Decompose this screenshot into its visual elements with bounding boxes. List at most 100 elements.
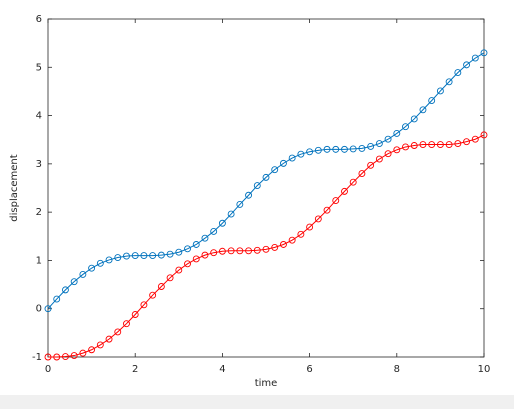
data-point (332, 197, 340, 205)
data-point (70, 352, 78, 360)
data-point (61, 286, 69, 294)
data-point (245, 247, 253, 255)
data-point (349, 145, 357, 153)
data-point (140, 252, 148, 260)
data-point (123, 252, 130, 260)
data-point (367, 143, 375, 150)
y-tick-label: -1 (32, 352, 42, 363)
data-point (131, 252, 139, 260)
data-point (471, 54, 479, 62)
x-tick-label: 0 (45, 364, 51, 375)
data-point (236, 247, 244, 255)
data-point (44, 353, 52, 361)
data-point (262, 173, 270, 181)
data-point (314, 215, 322, 223)
data-point (471, 135, 479, 143)
data-point (245, 191, 253, 199)
data-point (445, 78, 453, 86)
data-point (288, 236, 296, 244)
data-point (70, 278, 78, 286)
data-point (445, 141, 453, 148)
data-point (410, 115, 418, 123)
y-tick-label: 5 (36, 62, 42, 73)
data-point (279, 241, 287, 248)
data-point (44, 305, 52, 313)
data-point (105, 256, 113, 264)
data-point (201, 251, 209, 259)
data-point (480, 49, 488, 57)
y-tick-label: 6 (36, 14, 42, 25)
data-point (358, 144, 366, 152)
data-point (96, 341, 104, 349)
x-tick-label: 10 (478, 364, 491, 375)
data-point (157, 283, 165, 290)
y-tick-label: 1 (36, 255, 42, 266)
data-point (384, 150, 392, 158)
data-point (463, 138, 471, 146)
data-point (384, 135, 392, 143)
data-point (227, 210, 235, 218)
data-point (253, 182, 261, 190)
y-axis-label: displacement (9, 154, 20, 221)
status-strip (0, 395, 514, 409)
data-point (262, 245, 270, 253)
data-point (375, 155, 383, 163)
data-point (341, 145, 348, 153)
x-tick-label: 4 (219, 364, 225, 375)
data-point (271, 243, 279, 251)
data-point (271, 166, 279, 174)
data-point (175, 266, 183, 274)
data-point (428, 141, 436, 148)
data-point (114, 254, 122, 261)
data-point (306, 148, 314, 156)
data-point (149, 252, 157, 260)
data-point (53, 353, 61, 361)
data-point (297, 230, 305, 238)
y-tick-label: 0 (36, 304, 42, 315)
data-point (323, 145, 331, 153)
data-point (218, 247, 226, 255)
data-point (123, 320, 130, 328)
data-point (375, 140, 383, 148)
data-point (114, 328, 122, 336)
data-point (105, 335, 113, 343)
data-point (402, 143, 409, 151)
data-point (358, 170, 366, 177)
data-point (227, 247, 235, 255)
data-point (428, 97, 436, 105)
data-point (402, 123, 409, 131)
data-point (210, 249, 218, 257)
data-point (192, 255, 200, 263)
data-point (323, 206, 331, 214)
data-point (218, 219, 226, 227)
data-point (184, 260, 191, 268)
x-axis-label: time (255, 378, 278, 389)
data-point (79, 270, 87, 278)
data-point (367, 161, 375, 169)
y-tick-label: 2 (36, 207, 42, 218)
data-point (436, 87, 444, 95)
data-point (454, 69, 462, 77)
data-point (157, 251, 165, 259)
data-point (253, 246, 261, 254)
data-point (341, 187, 348, 195)
data-point (96, 259, 104, 267)
data-point (419, 106, 427, 114)
data-point (463, 61, 471, 69)
data-point (61, 353, 69, 360)
data-point (436, 141, 444, 148)
data-point (306, 223, 314, 231)
data-point (349, 178, 357, 186)
data-point (210, 228, 218, 235)
data-point (393, 129, 401, 137)
data-point (53, 295, 61, 303)
data-point (236, 200, 244, 208)
data-point (279, 159, 287, 167)
data-point (393, 146, 401, 154)
data-point (332, 145, 340, 153)
data-point (410, 142, 418, 149)
data-point (454, 140, 462, 148)
data-point (140, 301, 148, 309)
